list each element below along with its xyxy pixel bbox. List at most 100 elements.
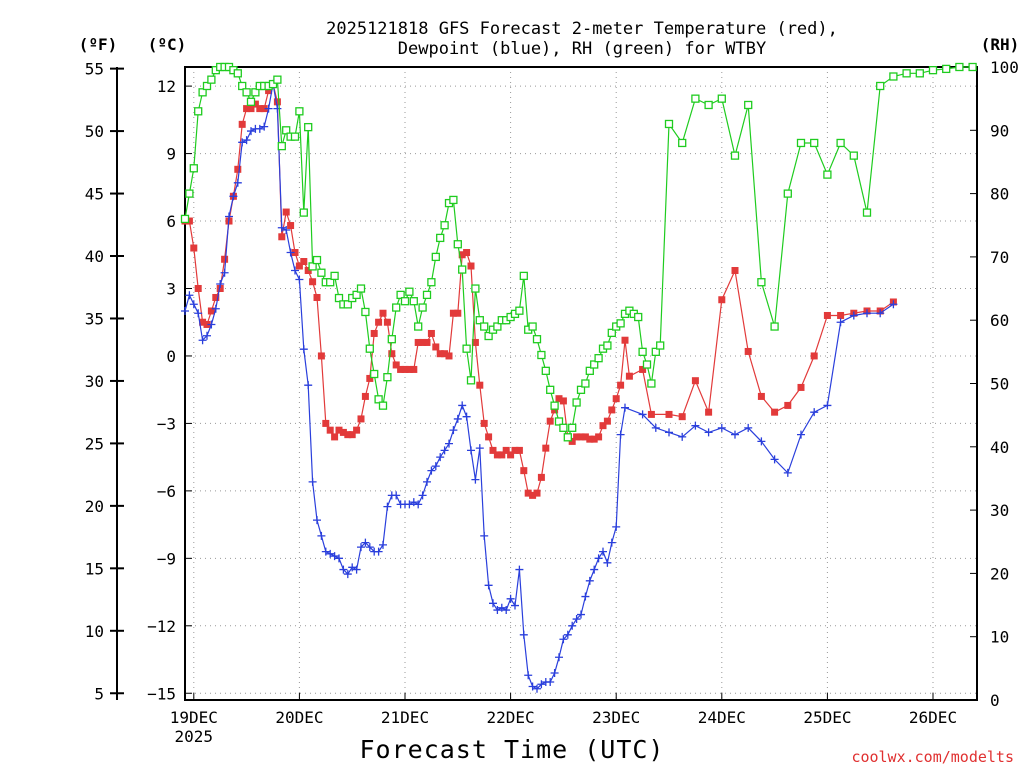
dewpoint-c-point <box>550 669 559 678</box>
dewpoint-c-point <box>876 309 885 318</box>
temperature-c-point <box>432 343 440 351</box>
temperature-c-point <box>810 352 818 360</box>
celsius-tick-label: −12 <box>147 617 176 636</box>
rh-point <box>704 100 713 110</box>
rh-point <box>246 97 256 106</box>
rh-point <box>770 322 779 331</box>
dewpoint-c-point <box>409 498 418 507</box>
dewpoint-c-point <box>418 491 427 500</box>
rh-point <box>290 132 300 141</box>
temperature-c-point <box>502 446 510 454</box>
temperature-c-point <box>586 435 594 443</box>
temperature-c-point <box>581 433 589 441</box>
dewpoint-c-point <box>286 248 295 257</box>
temperature-c-point <box>194 284 202 292</box>
dewpoint-c-point <box>563 630 572 639</box>
dewpoint-c-point <box>533 684 541 693</box>
rh-point <box>449 195 458 205</box>
temperature-c-point <box>537 473 545 481</box>
temperature-c-point <box>423 338 431 346</box>
rh-point <box>330 271 339 281</box>
dewpoint-c-point <box>836 318 845 327</box>
data-series <box>180 62 977 693</box>
temperature-c-point <box>493 451 501 459</box>
dewpoint-c-point <box>282 226 291 235</box>
chart-title-line-2: Dewpoint (blue), RH (green) for WTBY <box>398 39 766 59</box>
dewpoint-c-point <box>308 477 317 486</box>
dewpoint-c-point <box>207 320 216 329</box>
rh-point <box>928 66 938 75</box>
rh-point <box>185 189 194 198</box>
temperature-c-point <box>234 165 242 173</box>
rh-point <box>823 170 832 179</box>
temperature-c-point <box>498 451 506 459</box>
rh-point <box>387 335 396 344</box>
rh-point <box>427 278 436 287</box>
dewpoint-c-point <box>365 543 374 552</box>
dewpoint-c-point <box>599 547 607 556</box>
dewpoint-c-point <box>502 606 511 615</box>
dewpoint-c-point <box>242 136 251 145</box>
rh-point <box>251 88 260 97</box>
rh-point <box>656 341 665 350</box>
dewpoint-c-line <box>184 83 894 690</box>
rh-point <box>440 221 449 230</box>
rh-point <box>202 81 212 91</box>
rh-point <box>268 79 278 89</box>
temperature-c-point <box>322 419 330 427</box>
grid-lines <box>185 67 977 700</box>
credit-link[interactable]: coolwx.com/modelts <box>851 748 1014 766</box>
temperature-c-point <box>375 318 383 326</box>
temperature-c-point <box>313 293 321 301</box>
time-tick-label: 26DEC <box>909 708 957 727</box>
temperature-c-point <box>678 413 686 421</box>
dewpoint-c-point <box>220 268 229 277</box>
temperature-c-point <box>344 431 352 439</box>
rh-point <box>634 312 643 322</box>
rh-point <box>418 303 427 312</box>
dewpoint-c-point <box>585 576 594 585</box>
temperature-c-point <box>603 417 611 425</box>
time-tick-label: 22DEC <box>487 708 535 727</box>
temperature-c-point <box>568 437 576 445</box>
temperature-c-point <box>392 361 400 369</box>
dewpoint-c-point <box>770 455 779 464</box>
dewpoint-c-point <box>330 552 339 561</box>
rh-point <box>528 322 537 331</box>
temperature-c-point <box>524 489 532 497</box>
temperature-c-point <box>317 352 325 360</box>
temperature-c-point <box>744 347 752 355</box>
temperature-c-point <box>529 491 537 499</box>
rh-point <box>326 278 335 287</box>
temperature-c-point <box>203 320 211 328</box>
plot-frame <box>184 66 978 701</box>
dewpoint-c-point <box>568 621 577 630</box>
temperature-c-point <box>335 426 343 434</box>
temperature-c-point <box>331 433 339 441</box>
rh-point <box>647 379 656 388</box>
dewpoint-c-point <box>480 531 489 540</box>
dewpoint-c-point <box>590 565 599 574</box>
celsius-tick-label: 6 <box>166 212 176 231</box>
dewpoint-c-point <box>515 565 524 574</box>
dewpoint-c-point <box>238 138 247 147</box>
dewpoint-c-point <box>471 475 480 484</box>
temperature-c-point <box>370 329 378 337</box>
temperature-c-point <box>718 296 726 304</box>
fahrenheit-tick-label: 15 <box>85 559 104 578</box>
rh-point <box>334 293 344 303</box>
rh-point <box>783 189 792 198</box>
dewpoint-c-point <box>335 554 343 563</box>
temperature-c-point <box>625 372 633 380</box>
temperature-c-point <box>480 419 488 427</box>
temperature-c-point <box>595 433 603 441</box>
dewpoint-c-point <box>348 563 357 572</box>
dewpoint-c-point <box>440 446 449 455</box>
rh-tick-label: 0 <box>990 691 1000 710</box>
temperature-c-series <box>181 80 897 499</box>
temperature-c-point <box>454 309 462 317</box>
rh-point <box>436 233 445 243</box>
rh-point <box>466 376 476 385</box>
dewpoint-c-point <box>295 275 304 284</box>
